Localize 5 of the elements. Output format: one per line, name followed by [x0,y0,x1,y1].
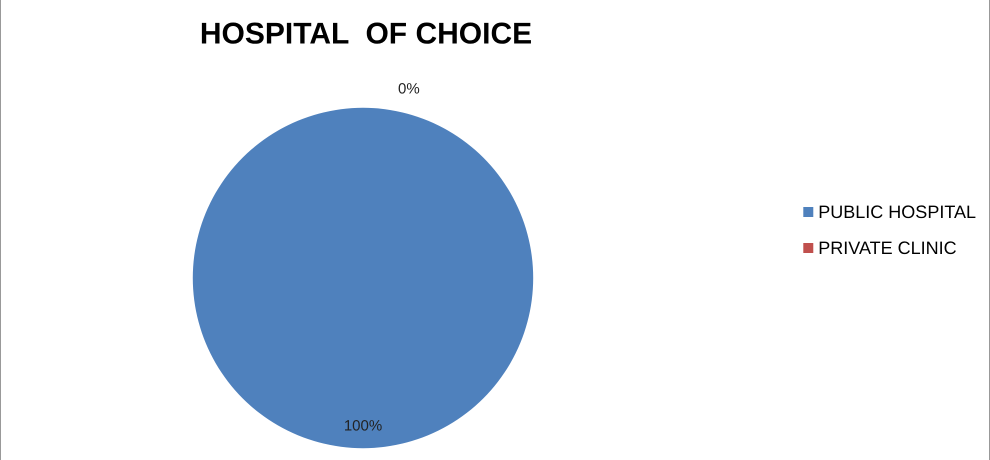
text: 0% [398,80,420,98]
legend-label: PUBLIC HOSPITAL [818,202,976,222]
legend-label: PRIVATE CLINIC [818,238,957,258]
data-label: 100% [344,418,382,435]
chart-title: HOSPITAL OF CHOICE [200,18,532,50]
